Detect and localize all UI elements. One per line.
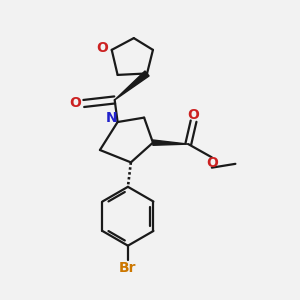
Text: O: O xyxy=(206,156,218,170)
Polygon shape xyxy=(153,140,188,145)
Text: O: O xyxy=(69,96,81,110)
Text: Br: Br xyxy=(119,261,137,275)
Text: O: O xyxy=(96,41,108,56)
Polygon shape xyxy=(115,71,149,100)
Text: N: N xyxy=(105,112,117,125)
Text: O: O xyxy=(188,108,200,122)
